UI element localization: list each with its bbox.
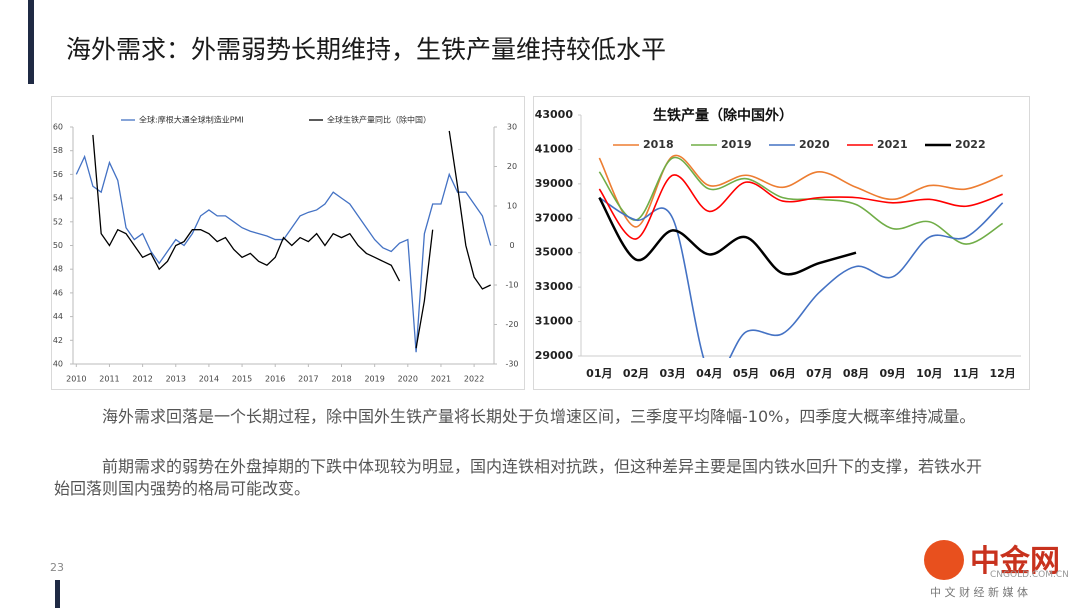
x-tick-label: 09月 [880,367,906,380]
watermark-site: CNGOLD.COM.CN [990,570,1069,580]
x-tick-label: 06月 [770,367,796,380]
y-tick-label: 43000 [535,108,574,121]
y-tick-label: 39000 [535,177,574,190]
legend-label: 2021 [877,138,908,151]
legend-label: 全球生铁产量同比（除中国） [327,115,431,125]
x-tick-label: 2018 [331,375,351,384]
y-tick-label: 46 [53,288,63,297]
y2-tick-label: -30 [505,360,518,369]
x-tick-label: 2021 [431,375,451,384]
x-tick-label: 02月 [623,367,649,380]
legend-label: 2022 [955,138,986,151]
y2-tick-label: 10 [507,202,517,211]
x-tick-label: 2022 [464,375,484,384]
x-tick-label: 2010 [66,375,86,384]
x-tick-label: 2020 [398,375,418,384]
y-tick-label: 35000 [535,246,574,259]
x-tick-label: 2017 [298,375,318,384]
y-tick-label: 60 [53,123,63,132]
legend-label: 2018 [643,138,674,151]
body-paragraph: 前期需求的弱势在外盘掉期的下跌中体现较为明显，国内连铁相对抗跌，但这种差异主要是… [54,457,983,498]
y-tick-label: 50 [53,241,63,250]
footer-bar [55,580,60,608]
legend-label: 2019 [721,138,752,151]
chart-pig-iron: 29000 31000 33000 35000 37000 39000 41000 43000… [533,96,1030,390]
y2-tick-label: 0 [509,241,514,250]
series-line [598,174,1003,240]
x-tick-label: 08月 [843,367,869,380]
y-tick-label: 48 [53,265,63,274]
y-tick-label: 56 [53,170,63,179]
chart-pmi: 40 42 44 46 48 50 52 54 56 58 60 -30 -20 -10 0 10 20 30 20… [51,96,525,390]
series-line [598,196,1004,358]
y-tick-label: 44 [53,312,63,321]
x-tick-label: 10月 [916,367,942,380]
y-tick-label: 33000 [535,280,574,293]
chart-title: 生铁产量（除中国外） [653,107,793,124]
body-paragraph: 海外需求回落是一个长期过程，除中国外生铁产量将长期处于负增速区间，三季度平均降幅… [102,407,976,426]
page-number: 23 [50,561,64,574]
x-tick-label: 2015 [232,375,252,384]
watermark-slogan: 中 文 财 经 新 媒 体 [930,586,1028,599]
y-tick-label: 29000 [535,349,574,362]
x-tick-label: 04月 [696,367,722,380]
y-tick-label: 52 [53,217,63,226]
x-tick-label: 2016 [265,375,285,384]
x-tick-label: 05月 [733,367,759,380]
watermark-name: 中金网 [970,544,1060,579]
x-tick-label: 2013 [166,375,186,384]
legend-label: 全球:摩根大通全球制造业PMI [139,115,244,125]
x-tick-label: 2011 [99,375,119,384]
series-line [75,154,492,353]
x-tick-label: 2012 [132,375,152,384]
y-tick-label: 41000 [535,142,574,155]
x-tick-label: 01月 [586,367,612,380]
series-line [598,156,1004,245]
y2-tick-label: 20 [507,162,517,171]
legend-label: 2020 [799,138,830,151]
x-tick-label: 12月 [990,367,1016,380]
title-bar [28,0,34,84]
y-tick-label: 31000 [535,315,574,328]
y-tick-label: 42 [53,336,63,345]
y2-tick-label: -10 [505,281,518,290]
x-tick-label: 07月 [806,367,832,380]
x-tick-label: 03月 [660,367,686,380]
y2-tick-label: 30 [507,123,517,132]
watermark-logo [924,540,964,580]
x-tick-label: 2019 [364,375,384,384]
series-line [92,130,491,349]
slide-title: 海外需求：外需弱势长期维持，生铁产量维持较低水平 [66,35,667,64]
series-line [598,196,857,276]
y2-tick-label: -20 [505,320,518,329]
x-tick-label: 11月 [953,367,979,380]
x-tick-label: 2014 [199,375,219,384]
series-line [598,154,1003,228]
chart-frame [51,96,525,390]
y-tick-label: 40 [53,360,63,369]
y-tick-label: 54 [53,194,63,203]
y-tick-label: 58 [53,146,63,155]
y-tick-label: 37000 [535,211,574,224]
